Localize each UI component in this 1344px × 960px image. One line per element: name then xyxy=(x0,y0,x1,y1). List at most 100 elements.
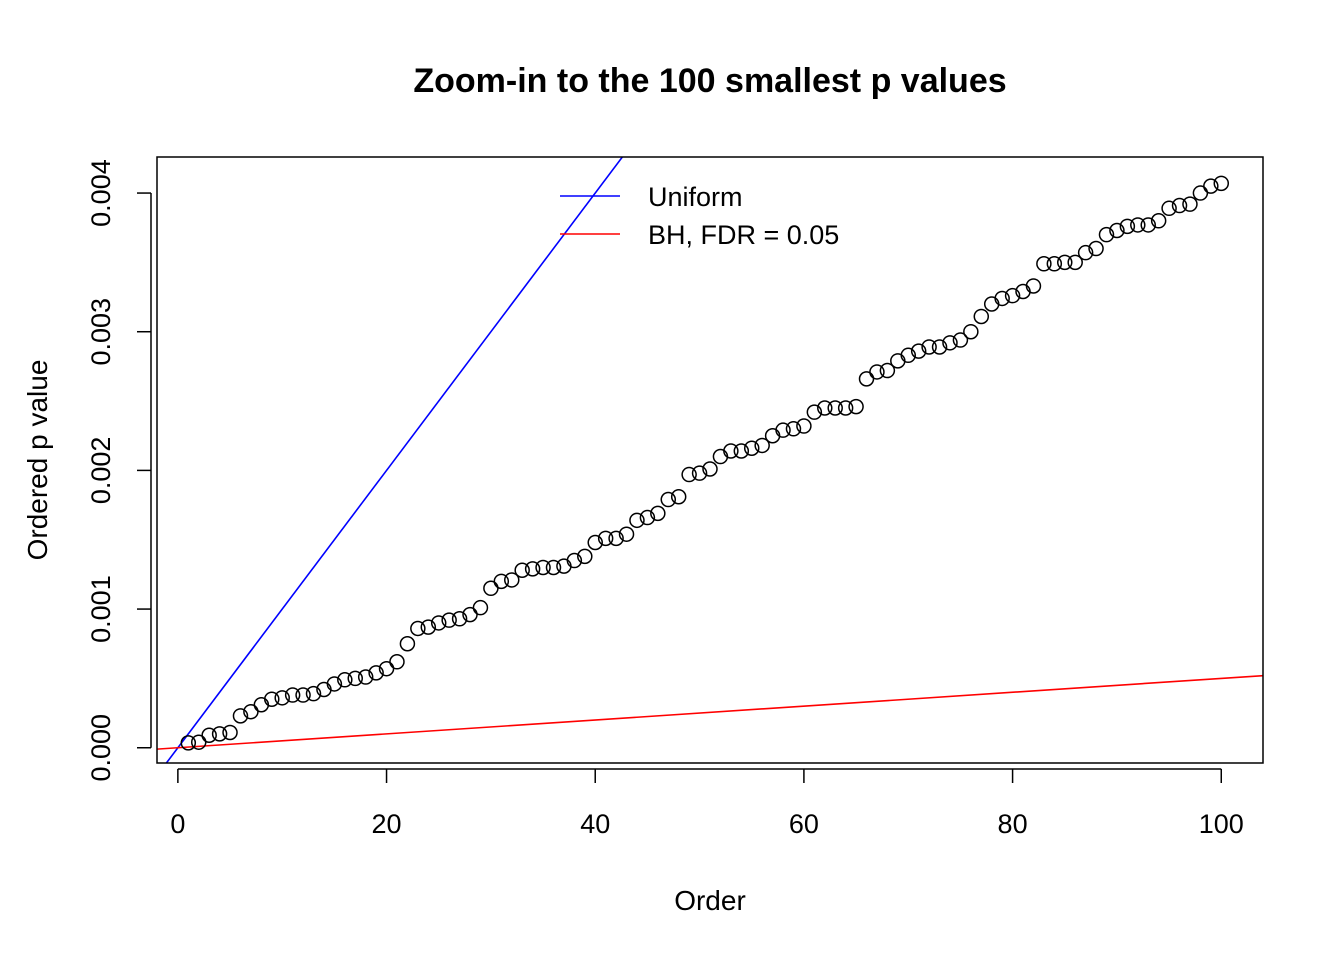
data-point xyxy=(1004,287,1021,304)
data-point xyxy=(1098,226,1115,243)
data-point xyxy=(577,548,593,565)
data-point xyxy=(222,724,238,741)
legend-label-uniform: Uniform xyxy=(648,182,743,212)
data-point xyxy=(587,534,603,551)
data-point xyxy=(441,612,457,628)
data-point xyxy=(1119,218,1136,235)
data-point xyxy=(264,691,280,707)
data-point xyxy=(910,343,927,359)
data-point xyxy=(274,690,290,706)
data-point xyxy=(337,672,353,688)
data-point xyxy=(754,437,770,454)
data-point xyxy=(514,562,530,578)
data-point xyxy=(817,400,833,416)
data-point xyxy=(535,559,551,576)
data-point xyxy=(180,735,197,751)
data-point xyxy=(1150,213,1167,229)
data-point xyxy=(1088,240,1104,257)
data-point xyxy=(952,332,969,348)
data-point xyxy=(764,427,781,444)
data-point xyxy=(921,339,937,355)
data-point xyxy=(420,619,437,635)
data-point xyxy=(368,665,384,681)
data-point xyxy=(430,615,447,631)
data-point xyxy=(775,422,791,438)
y-tick-label: 0.004 xyxy=(86,159,116,227)
data-points xyxy=(180,175,1230,751)
data-point xyxy=(483,580,499,597)
data-point xyxy=(723,443,739,459)
data-point xyxy=(305,685,322,702)
data-point xyxy=(691,465,708,481)
data-point xyxy=(1067,254,1083,271)
data-point xyxy=(451,611,468,627)
data-point xyxy=(702,461,718,477)
uniform-line xyxy=(165,157,624,763)
data-point xyxy=(347,670,363,687)
data-point xyxy=(869,364,885,380)
data-point xyxy=(556,558,572,574)
data-point xyxy=(650,505,666,522)
data-point xyxy=(712,448,729,465)
data-point xyxy=(253,697,270,713)
data-point xyxy=(201,727,217,744)
data-point xyxy=(806,404,823,420)
x-tick-label: 40 xyxy=(580,809,610,839)
reference-lines xyxy=(157,157,1263,763)
data-point xyxy=(1057,254,1073,271)
data-point xyxy=(1192,185,1209,201)
data-point xyxy=(900,347,916,364)
data-point xyxy=(973,308,990,325)
data-point xyxy=(1213,175,1230,192)
data-point xyxy=(785,421,802,437)
data-point xyxy=(399,635,416,652)
data-point xyxy=(1140,217,1156,233)
data-point xyxy=(963,323,979,340)
data-point xyxy=(608,530,624,547)
x-tick-label: 100 xyxy=(1199,809,1244,839)
y-tick-label: 0.002 xyxy=(86,437,116,505)
y-axis-label: Ordered p value xyxy=(22,360,53,561)
data-point xyxy=(472,599,489,616)
data-point xyxy=(493,573,510,590)
data-point xyxy=(357,669,374,685)
bh-line xyxy=(157,674,1263,750)
data-point xyxy=(597,530,614,547)
data-point xyxy=(545,559,562,576)
x-tick-label: 80 xyxy=(998,809,1028,839)
plot-frame xyxy=(156,156,1264,764)
data-point xyxy=(1077,244,1094,261)
data-point xyxy=(994,290,1010,307)
data-point xyxy=(1161,200,1177,217)
y-axis: 0.000 0.001 0.002 0.003 0.004 xyxy=(86,159,152,782)
data-point xyxy=(284,687,301,703)
data-point xyxy=(890,353,906,369)
data-point xyxy=(639,509,656,526)
data-point xyxy=(879,362,896,379)
data-point xyxy=(1171,197,1188,214)
data-point xyxy=(733,443,750,459)
data-point xyxy=(618,526,635,542)
data-point xyxy=(1130,217,1146,233)
y-tick-label: 0.001 xyxy=(86,575,116,643)
data-point xyxy=(670,488,687,505)
data-point xyxy=(848,398,864,415)
x-tick-label: 20 xyxy=(372,809,402,839)
chart-title: Zoom-in to the 100 smallest p values xyxy=(413,62,1006,100)
x-axis: 0 20 40 60 80 100 xyxy=(170,768,1244,839)
data-point xyxy=(983,296,1000,312)
data-point xyxy=(1182,196,1198,212)
data-point xyxy=(1203,178,1219,194)
data-point xyxy=(326,676,343,692)
data-point xyxy=(796,418,812,434)
data-point xyxy=(504,572,520,588)
data-point xyxy=(660,491,677,508)
data-point xyxy=(837,400,854,416)
data-point xyxy=(524,561,541,577)
y-tick-label: 0.000 xyxy=(86,714,116,782)
legend-label-bh: BH, FDR = 0.05 xyxy=(648,220,839,250)
x-tick-label: 0 xyxy=(170,809,185,839)
data-point xyxy=(566,552,583,569)
data-point xyxy=(629,512,645,529)
